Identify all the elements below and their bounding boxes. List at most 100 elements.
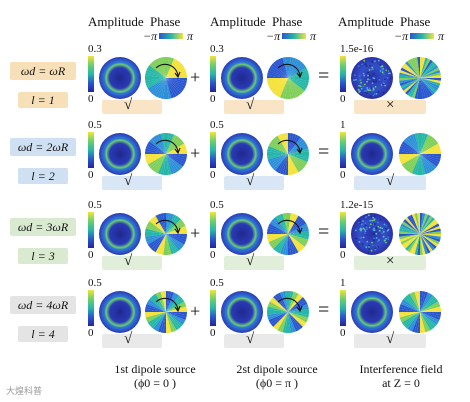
colorbar-min-label: 0: [210, 170, 216, 181]
colorbar-gradient: [210, 212, 216, 248]
colorbar-gradient: [340, 132, 346, 168]
colorbar-gradient: [210, 56, 216, 92]
colorbar-min-label: 0: [340, 328, 346, 339]
check-mark: √: [246, 174, 254, 189]
phase-vortex-disc: [266, 212, 310, 256]
colorbar-min-label: 0: [340, 94, 346, 105]
check-mark: √: [124, 254, 132, 269]
caption-source-2-phase: (ϕ0 = π ): [212, 376, 342, 390]
colorbar-max-label: 1.2e-15: [340, 200, 373, 211]
colorbar-max-label: 0.5: [210, 200, 224, 211]
pi-label: π: [438, 29, 444, 44]
colorbar-gradient: [210, 132, 216, 168]
amplitude-ring-disc: [98, 56, 142, 100]
freq-label: ωd = 4ωR: [10, 298, 76, 313]
check-mark: √: [124, 98, 132, 113]
colorbar-max-label: 0.5: [88, 200, 102, 211]
amplitude-ring-disc: [220, 290, 264, 334]
colorbar-max-label: 0.3: [88, 44, 102, 55]
phase-vortex-disc: [144, 132, 188, 176]
colorbar-gradient: [340, 56, 346, 92]
check-mark: √: [124, 332, 132, 347]
check-mark: √: [246, 98, 254, 113]
phase-vortex-disc: [398, 132, 442, 176]
cross-mark: ×: [386, 98, 394, 113]
phase-noise-disc: [398, 56, 442, 100]
amplitude-ring-disc: [350, 290, 394, 334]
caption-source-2-title: 2st dipole source: [212, 362, 342, 376]
amplitude-ring-disc: [220, 56, 264, 100]
freq-label: ωd = 3ωR: [10, 220, 76, 235]
amplitude-noise-disc: [350, 56, 394, 100]
colorbar-gradient: [340, 290, 346, 326]
colorbar-max-label: 1: [340, 120, 346, 131]
diagram-row-l2: ωd = 2ωR l = 2 0.5 0 √ +0.5 0 √ = 1 0 √: [0, 124, 470, 198]
minus-pi-label: −π: [394, 29, 408, 44]
caption-interference-title: Interference field: [336, 362, 466, 376]
colorbar-max-label: 0.5: [88, 278, 102, 289]
colorbar-max-label: 0.5: [210, 120, 224, 131]
colorbar-min-label: 0: [340, 250, 346, 261]
colorbar-min-label: 0: [210, 328, 216, 339]
colorbar-max-label: 1.5e-16: [340, 44, 373, 55]
diagram-row-l1: ωd = ωR l = 1 0.3 0 √ +0.3 0 √ = 1.5e-16 0 ×: [0, 48, 470, 122]
phase-colorbar-legend-2: −π π: [266, 29, 324, 43]
diagram-row-l4: ωd = 4ωR l = 4 0.5 0 √ +0.5 0 √ = 1 0 √: [0, 282, 470, 356]
check-mark: √: [124, 174, 132, 189]
phase-colorbar-legend-3: −π π: [394, 29, 452, 43]
colorbar-min-label: 0: [88, 250, 94, 261]
check-mark: √: [246, 254, 254, 269]
diagram-row-l3: ωd = 3ωR l = 3 0.5 0 √ +0.5 0 √ = 1.2e-15 0 ×: [0, 204, 470, 278]
header-phase-1: Phase: [150, 14, 180, 30]
colorbar-min-label: 0: [210, 250, 216, 261]
phase-vortex-disc: [266, 290, 310, 334]
phase-colorbar: [282, 33, 306, 39]
colorbar-gradient: [88, 212, 94, 248]
colorbar-min-label: 0: [340, 170, 346, 181]
minus-pi-label: −π: [143, 29, 157, 44]
header-phase-2: Phase: [272, 14, 302, 30]
equals-operator: =: [318, 222, 329, 242]
amplitude-ring-disc: [220, 212, 264, 256]
phase-colorbar-legend-1: −π π: [143, 29, 201, 43]
colorbar-min-label: 0: [88, 170, 94, 181]
phase-vortex-disc: [266, 132, 310, 176]
phase-noise-disc: [398, 212, 442, 256]
colorbar-gradient: [88, 56, 94, 92]
phase-vortex-disc: [266, 56, 310, 100]
amplitude-noise-disc: [350, 212, 394, 256]
phase-colorbar: [410, 33, 434, 39]
amplitude-ring-disc: [98, 132, 142, 176]
check-mark: √: [386, 332, 394, 347]
header-phase-3: Phase: [400, 14, 430, 30]
colorbar-max-label: 1: [340, 278, 346, 289]
check-mark: √: [386, 174, 394, 189]
colorbar-max-label: 0.5: [210, 278, 224, 289]
pi-label: π: [187, 29, 193, 44]
plus-operator: +: [190, 224, 200, 242]
pi-label: π: [310, 29, 316, 44]
colorbar-max-label: 0.5: [88, 120, 102, 131]
plus-operator: +: [190, 302, 200, 320]
caption-interference-location: at Z = 0: [336, 376, 466, 390]
minus-pi-label: −π: [266, 29, 280, 44]
amplitude-ring-disc: [98, 212, 142, 256]
caption-source-2: 2st dipole source (ϕ0 = π ): [212, 362, 342, 390]
check-mark: √: [246, 332, 254, 347]
colorbar-min-label: 0: [88, 328, 94, 339]
freq-label: ωd = ωR: [10, 64, 76, 79]
header-amplitude-2: Amplitude: [210, 14, 266, 30]
freq-label: ωd = 2ωR: [10, 140, 76, 155]
colorbar-gradient: [340, 212, 346, 248]
equals-operator: =: [318, 66, 329, 86]
caption-interference: Interference field at Z = 0: [336, 362, 466, 390]
l-label: l = 3: [18, 249, 68, 264]
colorbar-gradient: [88, 132, 94, 168]
cross-mark: ×: [386, 254, 394, 269]
colorbar-gradient: [210, 290, 216, 326]
caption-source-1-phase: (ϕ0 = 0 ): [90, 376, 220, 390]
equals-operator: =: [318, 300, 329, 320]
header-amplitude-3: Amplitude: [338, 14, 394, 30]
equals-operator: =: [318, 142, 329, 162]
plus-operator: +: [190, 144, 200, 162]
